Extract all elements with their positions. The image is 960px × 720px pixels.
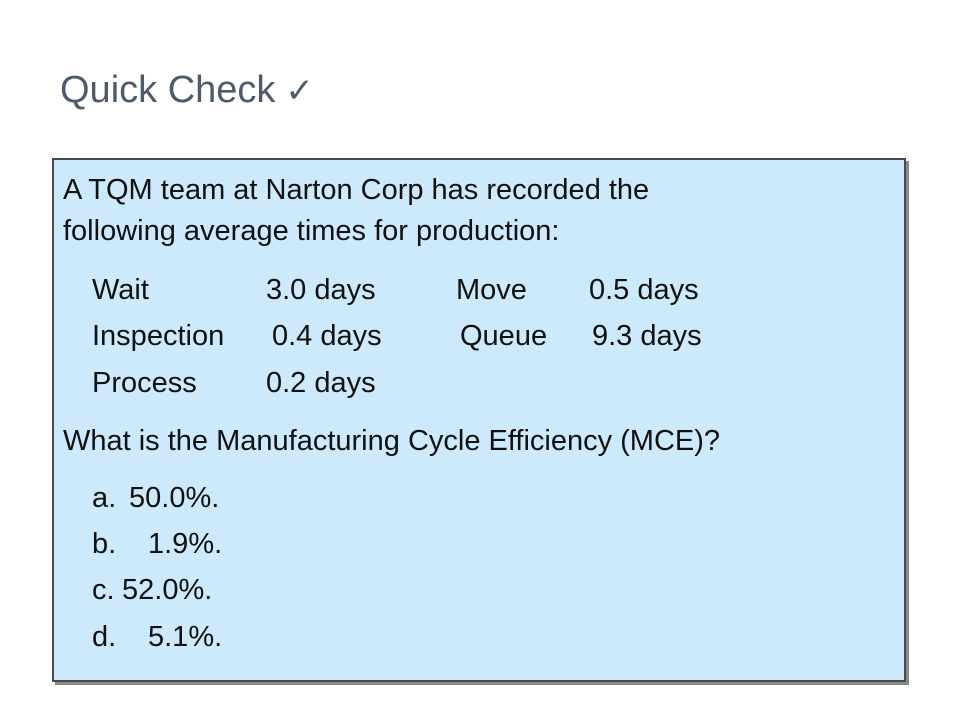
option-b-letter: b. — [92, 528, 117, 560]
question-prompt: What is the Manufacturing Cycle Efficien… — [63, 425, 721, 457]
option-c-text: 52.0%. — [122, 574, 213, 606]
slide-title-text: Quick Check — [60, 69, 276, 111]
check-mark-icon: ✓ — [285, 71, 314, 111]
time-label-queue: Queue — [460, 320, 548, 352]
slide-title: Quick Check ✓ — [60, 66, 314, 115]
time-value-queue: 9.3 days — [592, 320, 702, 352]
option-a-letter: a. — [92, 482, 117, 514]
question-intro-line-1: A TQM team at Narton Corp has recorded t… — [63, 174, 650, 206]
time-label-process: Process — [92, 367, 197, 399]
time-label-inspection: Inspection — [92, 320, 225, 352]
option-b-text: 1.9%. — [148, 528, 223, 560]
time-value-inspection: 0.4 days — [272, 320, 382, 352]
time-value-wait: 3.0 days — [266, 274, 376, 306]
time-value-process: 0.2 days — [266, 367, 376, 399]
question-intro-line-2: following average times for production: — [63, 215, 560, 247]
question-panel: A TQM team at Narton Corp has recorded t… — [52, 158, 906, 682]
time-value-move: 0.5 days — [589, 274, 699, 306]
option-c-letter: c. — [92, 574, 115, 606]
time-label-move: Move — [456, 274, 527, 306]
time-label-wait: Wait — [92, 274, 149, 306]
option-d-text: 5.1%. — [148, 621, 223, 653]
option-a-text: 50.0%. — [129, 482, 220, 514]
option-d-letter: d. — [92, 621, 117, 653]
